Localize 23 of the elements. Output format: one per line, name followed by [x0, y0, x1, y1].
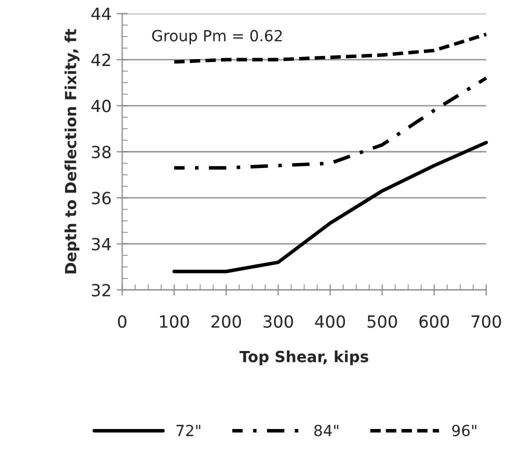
x-tick-label: 200	[212, 315, 241, 328]
y-tick-label: 40	[91, 100, 111, 112]
y-tick-label: 44	[91, 8, 111, 20]
legend-label: 84"	[314, 424, 338, 436]
x-tick-label: 700	[472, 315, 501, 328]
y-tick-label: 32	[92, 284, 110, 296]
x-tick-label: 0	[118, 315, 126, 328]
x-tick-label: 300	[264, 315, 293, 328]
y-tick-label: 36	[92, 192, 111, 204]
annotation: Group Pm = 0.62	[152, 30, 282, 44]
legend-label: 96"	[452, 424, 476, 436]
y-tick-label: 42	[91, 54, 110, 66]
x-axis-title: Top Shear, kips	[240, 350, 368, 366]
x-tick-label: 500	[368, 315, 397, 328]
y-axis-title: Depth to Deflection Fixity, ft	[64, 29, 80, 274]
x-tick-label: 400	[315, 315, 345, 328]
y-tick-label: 38	[92, 146, 111, 158]
y-tick-label: 34	[92, 238, 111, 250]
x-tick-label: 600	[419, 315, 449, 328]
x-tick-label: 100	[160, 315, 189, 328]
line-series	[172, 76, 488, 170]
line-series	[172, 140, 488, 274]
legend-label: 72"	[176, 424, 200, 436]
